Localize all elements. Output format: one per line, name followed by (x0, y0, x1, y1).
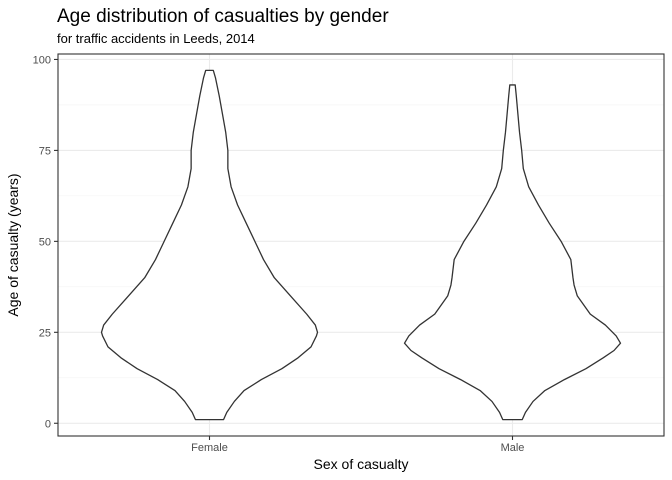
y-tick-label: 75 (39, 145, 51, 157)
y-tick-label: 25 (39, 327, 51, 339)
violin-female (100, 69, 319, 421)
x-tick-label: Male (501, 442, 525, 454)
chart-subtitle: for traffic accidents in Leeds, 2014 (57, 31, 255, 46)
y-tick-label: 100 (33, 54, 51, 66)
grid (58, 54, 664, 436)
y-tick-label: 50 (39, 236, 51, 248)
violin-male (403, 84, 622, 421)
plot-panel (57, 53, 665, 437)
x-axis-title: Sex of casualty (314, 456, 409, 472)
chart-title: Age distribution of casualties by gender (57, 6, 389, 27)
x-tick-label: Female (191, 442, 228, 454)
violins (100, 69, 622, 421)
y-tick-label: 0 (45, 418, 51, 430)
x-axis: Female Male (191, 436, 524, 454)
y-axis-title: Age of casualty (years) (5, 173, 21, 316)
y-axis: 0 25 50 75 100 (33, 54, 58, 430)
